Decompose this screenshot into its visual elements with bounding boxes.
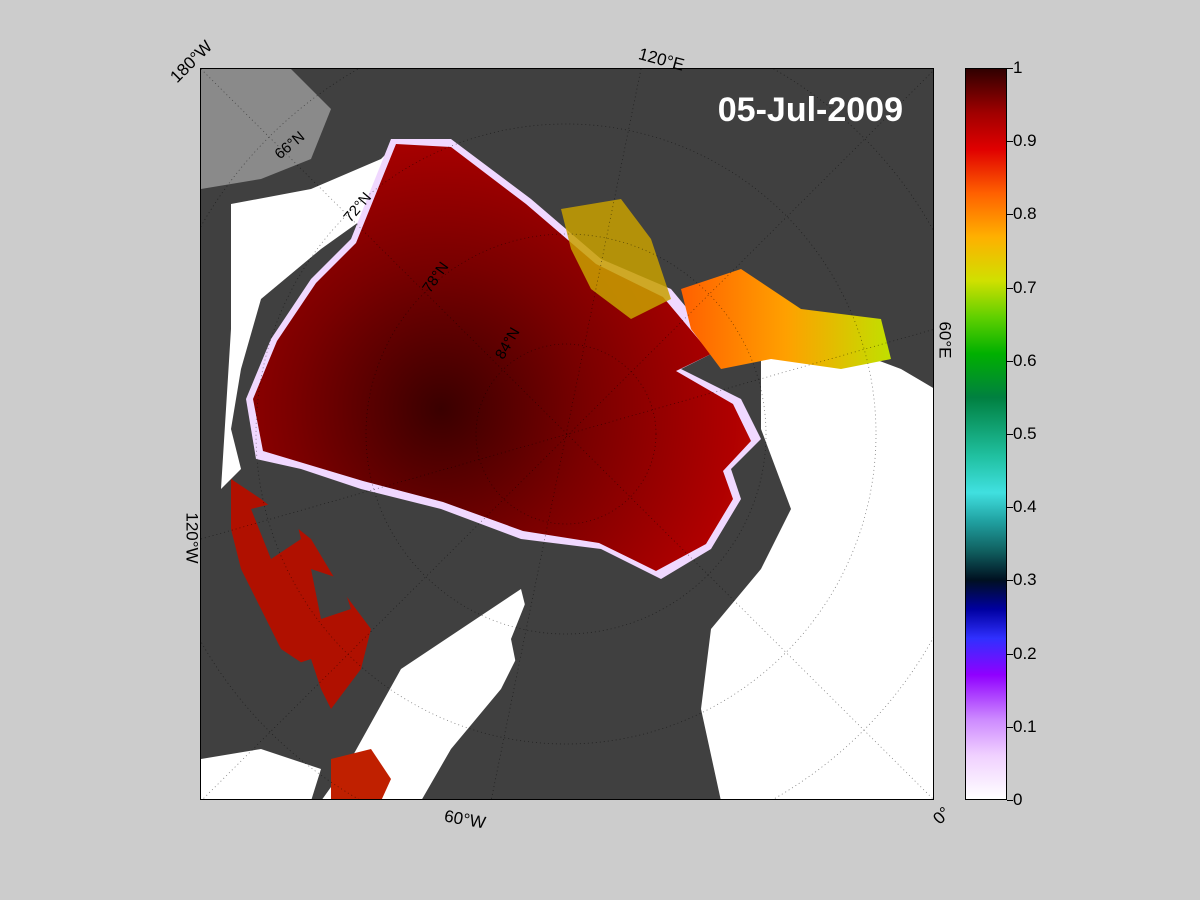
lon-label-60e: 60°E <box>935 321 955 359</box>
colorbar-tick <box>1007 141 1013 143</box>
colorbar-tick-label: 0.8 <box>1013 204 1037 224</box>
colorbar-tick-label: 0.4 <box>1013 497 1037 517</box>
colorbar-tick <box>1007 214 1013 216</box>
sea-ice-concentration-plot <box>201 69 933 799</box>
lon-line-2 <box>202 70 933 799</box>
land-siberia-light <box>201 69 331 189</box>
colorbar-tick <box>1007 360 1013 362</box>
open-water-bottom-left <box>201 749 321 799</box>
colorbar-tick <box>1007 800 1013 801</box>
marginal-ice-laptev <box>561 199 671 319</box>
colorbar-tick-label: 0.3 <box>1013 570 1037 590</box>
lat-ring-72 <box>255 123 877 745</box>
colorbar-tick <box>1007 287 1013 289</box>
colorbar-tick-label: 1 <box>1013 58 1023 77</box>
colorbar-tick <box>1007 580 1013 582</box>
lon-line-4 <box>201 329 933 540</box>
sea-ice-map: 05-Jul-2009 66°N 72°N 78°N 84°N <box>200 68 934 800</box>
colorbar-tick-label: 0.7 <box>1013 277 1037 297</box>
lon-label-60w: 60°W <box>442 806 488 833</box>
colorbar-tick-label: 0 <box>1013 790 1023 809</box>
lon-line-1 <box>201 69 933 799</box>
colorbar-tick <box>1007 726 1013 728</box>
land-archipelago-islands <box>251 499 351 699</box>
lat-ring-84 <box>475 343 657 525</box>
colorbar-tick-label: 0.6 <box>1013 350 1037 370</box>
sea-ice-pack <box>253 144 751 571</box>
marginal-ice-kara <box>681 269 891 369</box>
colorbar-tick-label: 0.5 <box>1013 424 1037 443</box>
open-water-chukchi <box>221 139 401 489</box>
lon-label-0: 0° <box>929 803 955 829</box>
colorbar-tick-label: 0.2 <box>1013 643 1037 663</box>
colorbar-tick <box>1007 653 1013 655</box>
colorbar-tick-label: 0.1 <box>1013 716 1037 736</box>
ice-baffin <box>331 749 391 799</box>
land-greenland <box>491 549 701 799</box>
lon-line-3 <box>491 69 642 799</box>
lon-label-120w: 120°W <box>182 512 202 564</box>
colorbar-tick <box>1007 434 1013 435</box>
date-label: 05-Jul-2009 <box>717 91 903 129</box>
colorbar-tick <box>1007 507 1013 509</box>
lat-ring-78 <box>365 233 767 635</box>
colorbar-tick-label: 0.9 <box>1013 131 1037 151</box>
open-water-baffin <box>322 589 531 799</box>
colorbar <box>965 68 1007 800</box>
colorbar-tick <box>1007 68 1013 69</box>
